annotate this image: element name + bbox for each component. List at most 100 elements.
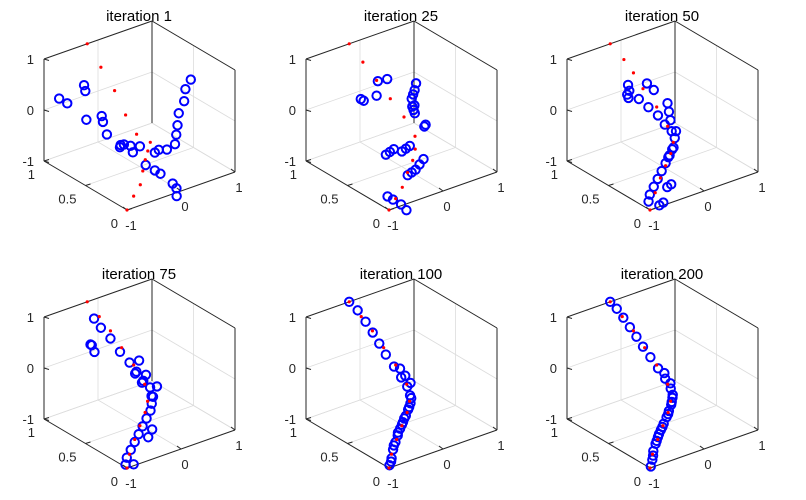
data-point-circle — [647, 450, 659, 461]
data-point-circle — [53, 93, 65, 104]
grid-line — [43, 122, 153, 162]
data-point-dot — [370, 329, 375, 333]
data-point-dot — [631, 71, 636, 75]
z-tick-label: 0 — [550, 103, 557, 118]
y-tick-label: 0.5 — [320, 192, 338, 207]
data-point-circle — [418, 153, 429, 165]
data-point-circle — [648, 84, 660, 96]
box-edge — [413, 20, 498, 71]
data-point-circle — [663, 106, 675, 117]
chart-title: iteration 200 — [621, 266, 704, 283]
data-point-circle — [622, 79, 634, 91]
z-tick-mark — [566, 367, 573, 370]
data-point-dot — [400, 185, 404, 189]
data-point-circle — [169, 138, 181, 150]
x-tick-mark — [438, 445, 444, 450]
y-tick-mark — [347, 183, 353, 186]
data-point-circle — [666, 179, 677, 190]
data-point-circle — [360, 316, 371, 327]
data-point-dot — [413, 134, 417, 138]
z-tick-label: 0 — [550, 361, 557, 376]
z-tick-label: 1 — [550, 52, 557, 67]
z-tick-label: 1 — [550, 310, 557, 325]
data-point-dot — [99, 65, 103, 69]
z-tick-mark — [43, 316, 50, 319]
data-point-dot — [387, 466, 391, 470]
data-point-dot — [146, 149, 150, 153]
data-point-circle — [399, 413, 410, 424]
data-point-dot — [658, 176, 662, 180]
data-point-circle — [151, 381, 163, 392]
y-tick-label: 0 — [634, 474, 641, 489]
data-point-circle — [624, 85, 635, 97]
box-edge — [566, 278, 676, 318]
data-point-circle — [121, 452, 133, 463]
data-point-circle — [62, 98, 73, 109]
circle-series — [344, 296, 417, 471]
data-point-dot — [666, 124, 670, 128]
grid-line — [85, 147, 194, 186]
y-tick-label: 0.5 — [320, 450, 338, 465]
data-point-circle — [410, 78, 422, 89]
data-point-circle — [124, 357, 135, 368]
data-point-circle — [605, 296, 616, 307]
data-point-dot — [389, 452, 394, 456]
data-point-circle — [137, 421, 148, 432]
data-point-dot — [85, 42, 89, 46]
x-tick-label: -1 — [125, 476, 137, 491]
data-point-dot — [655, 363, 659, 367]
dot-series — [85, 300, 150, 470]
x-tick-label: -1 — [387, 476, 399, 491]
data-point-circle — [394, 363, 406, 374]
data-point-dot — [631, 329, 636, 333]
z-tick-mark — [305, 109, 312, 112]
data-point-dot — [405, 382, 409, 386]
box-edge — [674, 20, 759, 71]
box-edge — [43, 278, 153, 318]
data-point-dot — [132, 194, 136, 198]
data-point-dot — [143, 158, 147, 162]
y-tick-label: 0 — [111, 474, 118, 489]
data-point-circle — [643, 102, 654, 113]
y-tick-label: 0 — [373, 216, 380, 231]
box-edge — [151, 278, 236, 329]
y-tick-label: 1 — [290, 425, 297, 440]
data-point-circle — [143, 432, 154, 443]
data-point-circle — [96, 110, 107, 122]
data-point-circle — [396, 419, 408, 430]
y-tick-mark — [43, 417, 50, 420]
data-point-dot — [666, 382, 670, 386]
data-point-dot — [622, 57, 626, 62]
data-point-circle — [652, 173, 663, 185]
data-point-circle — [633, 93, 645, 105]
x-tick-mark — [492, 168, 498, 173]
y-tick-label: 0 — [373, 474, 380, 489]
x-tick-mark — [492, 426, 498, 431]
data-point-dot — [648, 466, 652, 470]
data-point-circle — [388, 440, 400, 451]
data-point-dot — [347, 300, 351, 304]
data-point-circle — [155, 168, 166, 179]
data-point-dot — [405, 410, 409, 415]
data-point-circle — [400, 370, 411, 381]
z-tick-mark — [43, 58, 50, 61]
z-tick-mark — [305, 58, 312, 61]
data-point-dot — [125, 208, 129, 212]
data-point-dot — [413, 147, 417, 151]
data-point-circle — [89, 346, 100, 358]
box-edge — [43, 20, 153, 60]
circle-series — [355, 73, 431, 216]
data-point-dot — [671, 140, 675, 144]
data-point-circle — [129, 436, 140, 448]
data-point-circle — [395, 199, 407, 210]
x-tick-label: 1 — [235, 438, 242, 453]
data-point-dot — [620, 314, 624, 319]
data-point-dot — [394, 197, 398, 201]
z-tick-label: 1 — [27, 52, 34, 67]
data-point-circle — [114, 346, 126, 358]
data-point-circle — [145, 405, 156, 416]
box-edge — [413, 278, 498, 329]
